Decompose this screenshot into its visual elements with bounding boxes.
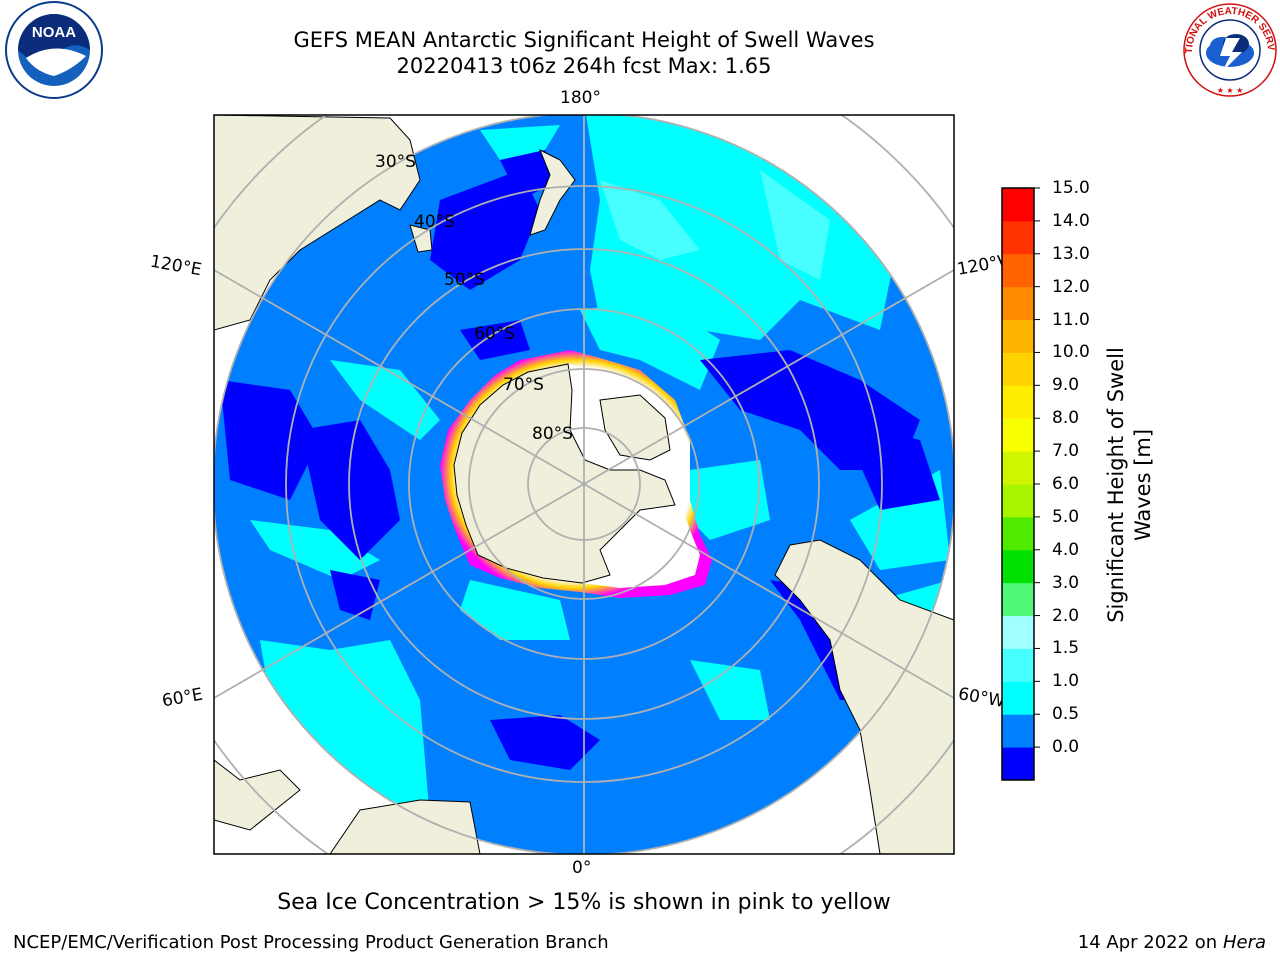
colorbar-swatch <box>1002 286 1034 321</box>
colorbar-tick-label: 3.0 <box>1052 572 1080 593</box>
colorbar-svg <box>1001 187 1040 781</box>
footer-host: Hera <box>1222 932 1266 953</box>
new-zealand-land <box>529 148 576 236</box>
noaa-logo: NOAA <box>2 0 106 104</box>
map-frame <box>213 114 955 855</box>
colorbar-tick-label: 1.5 <box>1052 638 1080 659</box>
colorbar-tick-label: 11.0 <box>1052 309 1090 330</box>
colorbar-swatch <box>1002 648 1034 682</box>
footer-date: 14 Apr 2022 on Hera <box>1078 932 1266 953</box>
colorbar-swatch <box>1002 516 1034 551</box>
colorbar-swatch <box>1002 319 1034 353</box>
south-america-land <box>774 539 954 854</box>
lat-label-80s: 80°S <box>532 424 573 444</box>
colorbar-swatch <box>1002 484 1034 518</box>
sea-ice-footnote: Sea Ice Concentration > 15% is shown in … <box>277 890 891 915</box>
colorbar-label-line2: Waves [m] <box>1131 428 1155 542</box>
colorbar-swatch <box>1002 418 1034 452</box>
colorbar-tick-label: 12.0 <box>1052 276 1090 297</box>
nws-logo: NATIONAL WEATHER SERVICE ★ ★ ★ <box>1174 0 1280 104</box>
colorbar-tick-label: 0.0 <box>1052 737 1080 758</box>
svg-text:★ ★ ★: ★ ★ ★ <box>1217 86 1244 95</box>
colorbar-tick-label: 9.0 <box>1052 375 1080 396</box>
nws-seal-icon: NATIONAL WEATHER SERVICE ★ ★ ★ <box>1174 0 1277 97</box>
colorbar-swatch <box>1002 451 1034 485</box>
colorbar-swatch <box>1002 615 1034 649</box>
colorbar-tick-label: 5.0 <box>1052 506 1080 527</box>
colorbar-swatch <box>1002 352 1034 386</box>
colorbar-swatch <box>1002 582 1034 617</box>
footer-date-text: 14 Apr 2022 on <box>1077 932 1223 953</box>
colorbar-tick-label: 13.0 <box>1052 243 1090 264</box>
footer-credit: NCEP/EMC/Verification Post Processing Pr… <box>13 932 609 953</box>
colorbar-tick-label: 14.0 <box>1052 210 1090 231</box>
colorbar-swatch <box>1002 253 1034 288</box>
map-title: GEFS MEAN Antarctic Significant Height o… <box>293 28 875 52</box>
map-frame-content <box>214 115 954 854</box>
colorbar-tick-label: 0.5 <box>1052 704 1080 725</box>
colorbar-tick-label: 2.0 <box>1052 605 1080 626</box>
lat-label-40s: 40°S <box>414 212 455 232</box>
lat-label-60s: 60°S <box>474 324 515 344</box>
colorbar-label: Significant Height of Swell Waves [m] <box>1103 347 1157 623</box>
colorbar-tick-label: 6.0 <box>1052 474 1080 494</box>
madagascar-land <box>214 759 301 831</box>
colorbar-swatch <box>1002 549 1034 584</box>
longitude-grid <box>214 115 954 854</box>
colorbar-swatch <box>1002 220 1034 255</box>
colorbar <box>1000 186 1040 786</box>
noaa-seal-icon: NOAA <box>5 1 103 99</box>
colorbar-tick-label: 10.0 <box>1052 342 1090 363</box>
colorbar-tick-label: 1.0 <box>1052 671 1080 692</box>
colorbar-tick-label: 8.0 <box>1052 408 1080 429</box>
colorbar-tick-label: 15.0 <box>1052 178 1090 198</box>
colorbar-swatch <box>1002 714 1034 748</box>
lat-label-50s: 50°S <box>444 270 485 290</box>
colorbar-swatch <box>1002 188 1034 222</box>
lon-label-bottom: 0° <box>572 858 592 878</box>
lon-label-top: 180° <box>560 88 601 108</box>
colorbar-label-line1: Significant Height of Swell <box>1104 347 1128 623</box>
australia-land <box>214 115 421 331</box>
lat-label-70s: 70°S <box>503 375 544 395</box>
africa-land <box>329 799 481 854</box>
map-subtitle: 20220413 t06z 264h fcst Max: 1.65 <box>396 54 772 78</box>
colorbar-tick-label: 4.0 <box>1052 539 1080 560</box>
colorbar-swatch <box>1002 747 1034 781</box>
lat-label-30s: 30°S <box>375 152 416 172</box>
colorbar-swatch <box>1002 385 1034 419</box>
noaa-logo-text: NOAA <box>32 24 76 41</box>
colorbar-swatch <box>1002 681 1034 715</box>
colorbar-tick-label: 7.0 <box>1052 441 1080 462</box>
